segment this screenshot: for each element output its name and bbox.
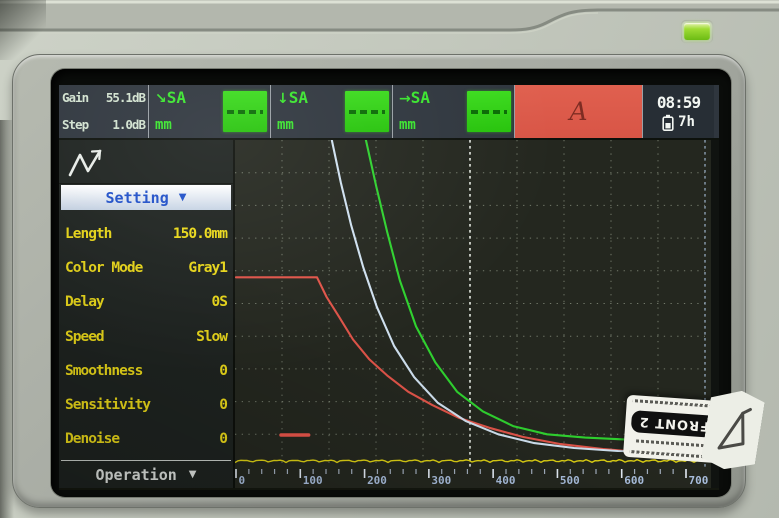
- menu-row-color-mode[interactable]: Color Mode Gray1: [59, 251, 233, 285]
- gate-panel-1[interactable]: ↘SA mm: [149, 85, 271, 138]
- dashed-line-icon: [471, 109, 507, 114]
- menu-row-length[interactable]: Length 150.0mm: [59, 217, 233, 251]
- arrow-down-right-icon: ↘: [155, 91, 167, 107]
- dashed-line-icon: [227, 109, 263, 114]
- a-scan-svg: 0 100 200 300 400 500 600 700: [234, 138, 709, 487]
- gain-label: Gain: [62, 90, 89, 105]
- menu-value: 0: [219, 362, 228, 379]
- sidebar-menu: Setting ▼ Length 150.0mm Color Mode Gray1 …: [59, 140, 233, 488]
- gain-value: 55.1dB: [105, 90, 146, 105]
- gate2-name: SA: [288, 88, 308, 107]
- gate1-name: SA: [166, 88, 186, 107]
- setting-label: Setting: [105, 188, 169, 207]
- x-tick-label: 100: [303, 474, 323, 487]
- setting-dropdown[interactable]: Setting ▼: [61, 185, 231, 210]
- menu-row-speed[interactable]: Speed Slow: [59, 320, 233, 354]
- clock: 08:59: [656, 92, 701, 112]
- power-led: [684, 23, 710, 40]
- menu-row-sensitivity[interactable]: Sensitivity 0: [59, 388, 233, 422]
- baseline-trace: [234, 458, 704, 464]
- x-tick-label: 700: [689, 474, 709, 487]
- menu-value: 150.0mm: [172, 226, 228, 243]
- menu-row-delay[interactable]: Delay 0S: [59, 285, 233, 319]
- menu-value: 0S: [211, 294, 229, 311]
- lcd-display: Gain 55.1dB Step 1.0dB ↘SA mm ↓SA mm: [59, 85, 719, 490]
- dashed-line-icon: [349, 109, 385, 114]
- setting-menu: Length 150.0mm Color Mode Gray1 Delay 0S Sp…: [59, 211, 233, 460]
- arrow-down-icon: ↓: [277, 91, 289, 107]
- menu-label: Denoise: [65, 431, 120, 448]
- chevron-down-icon: ▼: [188, 469, 197, 480]
- step-value: 1.0dB: [112, 117, 146, 132]
- x-tick-label: 200: [367, 474, 387, 487]
- battery-icon: [662, 114, 674, 131]
- dac-curve-red: [234, 276, 707, 458]
- menu-row-smoothness[interactable]: Smoothness 0: [59, 354, 233, 388]
- gate-panel-2[interactable]: ↓SA mm: [271, 85, 393, 138]
- sticker-fine-print: [635, 439, 710, 448]
- gate2-unit: mm: [277, 117, 294, 133]
- step-label: Step: [62, 117, 89, 132]
- corner-shadow: [0, 0, 46, 60]
- x-tick-label: 400: [496, 474, 516, 487]
- menu-value: 0: [219, 397, 228, 414]
- x-tick-label: 0: [239, 474, 246, 487]
- power-led-frame: [681, 20, 713, 43]
- operation-label: Operation: [95, 465, 177, 484]
- x-tick-label: 500: [560, 474, 580, 487]
- menu-label: Smoothness: [65, 362, 143, 379]
- sticker-text: FRONT 2: [630, 409, 718, 438]
- sticker-pull-tab: [700, 386, 766, 473]
- plot-right-margin: [711, 140, 719, 488]
- pull-tab-icon: [710, 401, 756, 460]
- x-tick-label: 600: [624, 474, 644, 487]
- gate3-value-box: [467, 91, 511, 132]
- gain-step-panel[interactable]: Gain 55.1dB Step 1.0dB: [59, 85, 149, 138]
- arrow-right-icon: →: [399, 91, 411, 107]
- menu-value: Slow: [196, 328, 228, 345]
- gate1-value-box: [223, 91, 267, 132]
- chevron-down-icon: ▼: [178, 192, 187, 203]
- clock-battery-panel: 08:59 7h: [643, 85, 714, 138]
- scan-mode-indicator[interactable]: A: [515, 85, 643, 138]
- dac-curve-green: [364, 138, 707, 442]
- menu-label: Length: [65, 226, 112, 243]
- sidebar-plot-divider: [233, 140, 235, 488]
- menu-label: Speed: [65, 328, 105, 345]
- menu-label: Delay: [65, 294, 105, 311]
- gate3-unit: mm: [399, 117, 416, 133]
- menu-value: 0: [219, 431, 228, 448]
- sticker-fine-print: [632, 399, 718, 409]
- menu-label: Sensitivity: [65, 397, 151, 414]
- gate2-value-box: [345, 91, 389, 132]
- scan-mode-letter: A: [569, 97, 588, 126]
- gate-panel-3[interactable]: →SA mm: [393, 85, 515, 138]
- left-edge-shadow: [0, 120, 14, 518]
- waveform-icon: [68, 149, 102, 176]
- battery-hours: 7h: [678, 114, 695, 130]
- gate3-name: SA: [410, 88, 430, 107]
- menu-row-denoise[interactable]: Denoise 0: [59, 422, 233, 456]
- housing-top-ridge: [0, 0, 779, 34]
- sticker-fine-print: [629, 449, 715, 459]
- x-tick-label: 300: [431, 474, 451, 487]
- gate1-unit: mm: [155, 117, 172, 133]
- status-bar: Gain 55.1dB Step 1.0dB ↘SA mm ↓SA mm: [59, 85, 719, 140]
- menu-label: Color Mode: [65, 260, 143, 277]
- menu-value: Gray1: [188, 260, 228, 277]
- dac-curve-white: [330, 138, 707, 454]
- operation-dropdown[interactable]: Operation ▼: [61, 460, 231, 488]
